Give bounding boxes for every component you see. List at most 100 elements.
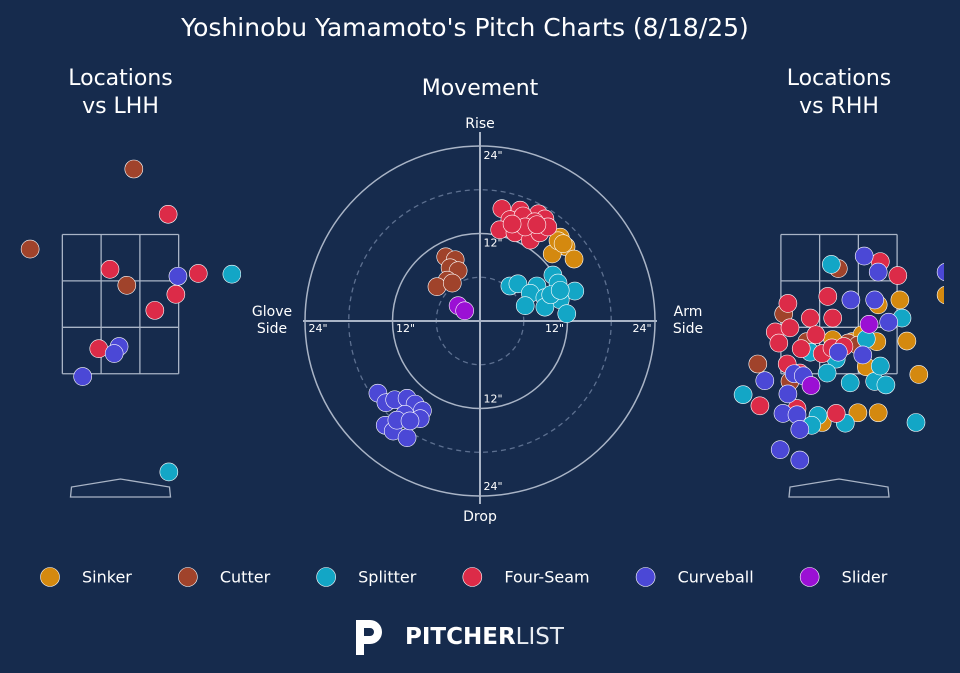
pitch-dot [455,301,474,321]
x-tick-label: 24" [308,322,327,335]
legend-label: Cutter [220,568,271,587]
pitch-dot [427,277,447,297]
y-tick-label: 24" [483,149,502,162]
pitch-dot [865,290,885,310]
chart-title: Yoshinobu Yamamoto's Pitch Charts (8/18/… [180,13,749,42]
axis-label-left: Side [257,321,287,337]
pitch-dot [888,266,908,285]
home-plate [69,478,172,498]
legend-label: Curveball [678,568,754,587]
pitch-dot [906,413,926,432]
logo-icon [356,620,382,655]
axis-label-right: Arm [674,304,703,320]
pitch-dot [868,262,888,282]
legend-marker [635,567,656,587]
y-tick-label: 12" [483,237,502,250]
panel-title: Movement [422,76,539,101]
pitch-dot [158,204,178,224]
pitch-dot [870,356,890,376]
pitch-dot [397,428,417,447]
pitch-dot [806,325,826,345]
axis-label-left: Glove [252,304,292,320]
pitch-dot [733,385,753,404]
pitches [368,199,585,447]
pitch-dot [73,367,92,386]
pitch-dot [801,376,821,395]
pitch-dot [222,264,241,284]
pitch-dot [840,373,860,393]
pitch-dot [553,234,573,254]
pitch-dot [20,239,40,259]
pitch-dot [100,259,120,279]
pitch-dot [817,363,837,383]
home-plate [788,478,890,498]
panel-title: Locations [68,66,173,91]
pitch-dot [780,318,800,338]
pitch-dot [800,308,820,328]
pitch-dot [557,304,577,324]
pitch-dot [790,450,810,470]
x-tick-label: 12" [396,322,415,335]
zone [61,233,180,375]
pitch-dot [936,285,944,305]
x-tick-label: 24" [632,322,651,335]
pitch-dot [769,333,789,353]
legend-marker [40,567,60,587]
pitch-dot [117,276,137,295]
logo-text: PITCHERLIST [405,624,565,650]
pitch-dot [936,263,944,282]
pitch-dot [502,214,522,234]
y-tick-label: 12" [483,393,502,406]
pitch-dot [876,375,896,395]
pitch-dot [821,255,841,274]
legend-marker [799,567,820,587]
panel-title: vs LHH [82,94,159,119]
pitch-dot [841,290,861,310]
pitch-dot [748,354,768,374]
axis-label-top: Rise [465,116,495,132]
pitch-dot [890,290,910,310]
pitch-dot [854,246,874,266]
pitch-dot [166,285,186,304]
pitch-dot [515,296,535,315]
pitch-dot [909,365,929,384]
pitch-dot [145,301,165,320]
pitch-dot [550,281,570,300]
pitch-dot [527,215,547,235]
pitch-dot [859,315,879,334]
brand-light: LIST [516,624,565,650]
pitch-dot [564,249,584,269]
pitch-dot [770,440,790,459]
pitches [20,159,241,482]
pitch-dot [828,342,848,362]
pitch-dot [848,403,868,423]
pitch-dot [750,396,770,416]
pitch-dot [104,344,124,363]
pitch-dot [755,371,775,391]
legend-marker [178,567,198,587]
pitch-dot [823,308,843,328]
panel-title: vs RHH [799,94,879,119]
x-tick-label: 12" [545,322,564,335]
pitch-dot [508,274,528,294]
legend-label: Four-Seam [504,568,589,587]
pitch-dot [400,411,420,431]
pitch-dot [778,384,798,404]
pitch-dot [868,403,888,423]
panel-title: Locations [787,66,892,91]
y-tick-label: 24" [483,480,502,493]
legend-marker [316,567,336,587]
axis-label-bottom: Drop [463,509,497,525]
pitch-dot [124,159,144,179]
legend-label: Slider [842,568,888,587]
pitch-dot [159,462,179,482]
pitch-dot [790,420,810,439]
pitch-dot [853,345,873,365]
pitch-dot [168,266,188,286]
pitch-dot [442,273,462,293]
pitch-dot [778,294,798,313]
legend-marker [462,567,483,587]
legend-label: Sinker [82,568,132,587]
pitch-dot [188,264,208,283]
